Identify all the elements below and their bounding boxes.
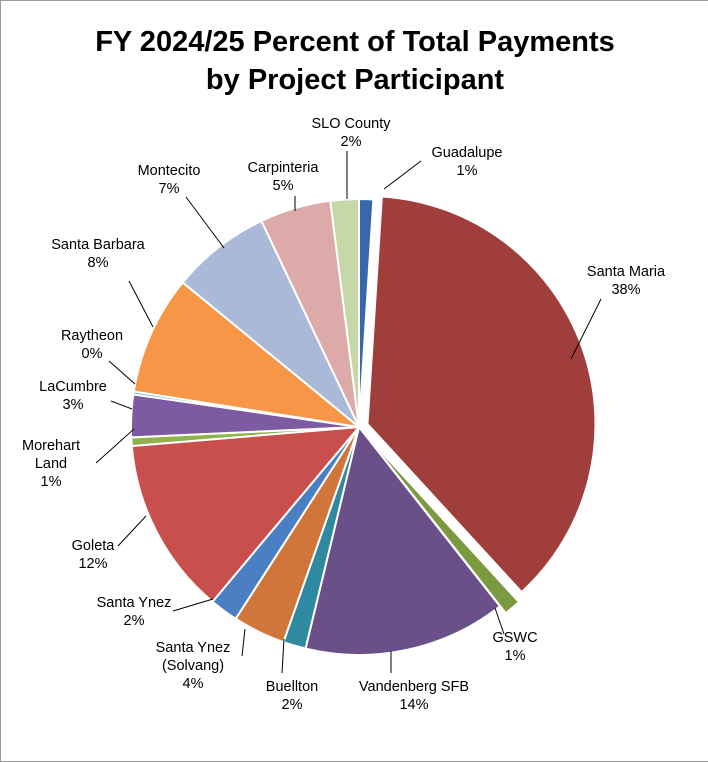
slice-label-line: GSWC [492,630,537,646]
leader-line-goleta [117,515,147,547]
pie-slice-slo-county [329,197,360,428]
leader-line-montecito [185,196,225,249]
slice-label-line: 7% [159,181,180,197]
slice-label-guadalupe: Guadalupe 1% [432,145,503,179]
chart-title-line-2: by Project Participant [205,64,505,96]
slice-label-line: 2% [282,697,303,713]
slice-label-line: SLO County [312,116,392,132]
slice-label-gswc: GSWC 1% [492,630,537,664]
slice-label-line: LaCumbre [39,379,107,395]
slice-label-line: 1% [457,163,478,179]
slice-label-line: 2% [124,613,145,629]
slice-label-santa-barbara: Santa Barbara 8% [51,237,145,271]
slice-label-line: 2% [341,134,362,150]
pie-slice-goleta [130,425,362,604]
slice-label-santa-maria: Santa Maria 38% [587,264,666,298]
pie-slice-gswc [364,433,521,615]
slice-label-line: 0% [82,346,103,362]
slice-label-line: 38% [611,282,640,298]
slice-label-line: 14% [399,697,428,713]
pie-slice-santa-barbara [132,281,363,429]
slice-label-line: Raytheon [61,328,123,344]
pie-slice-montecito [181,219,360,428]
leader-line-santa-ynez-solvang [241,628,246,657]
slice-label-line: (Solvang) [162,658,224,674]
leader-line-gswc [494,607,505,635]
leader-line-santa-maria [570,298,602,360]
pie-slice-vandenberg-sfb [304,424,502,656]
slice-label-line: Morehart [22,438,80,454]
slice-label-santa-ynez-solvang: Santa Ynez (Solvang) 4% [156,640,231,692]
slice-label-line: Montecito [138,163,201,179]
leader-line-lacumbre [110,400,133,410]
slice-label-line: Guadalupe [432,145,503,161]
slice-label-line: Carpinteria [248,160,320,176]
slice-label-line: 1% [505,648,526,664]
slice-label-buellton: Buellton 2% [266,679,318,713]
chart-title: FY 2024/25 Percent of Total Payments by … [1,23,708,99]
slice-label-raytheon: Raytheon 0% [61,328,123,362]
leader-line-raytheon [108,360,136,385]
chart-title-line-1: FY 2024/25 Percent of Total Payments [95,26,615,58]
slice-label-line: Goleta [72,538,116,554]
slice-label-line: Santa Maria [587,264,666,280]
slice-label-line: 4% [183,676,204,692]
slice-label-morehart-land: Morehart Land 1% [22,438,80,490]
slice-label-lacumbre: LaCumbre 3% [39,379,107,413]
slice-label-line: Buellton [266,679,318,695]
slice-label-line: 12% [78,556,107,572]
slice-label-line: Land [35,456,67,472]
slice-label-line: Santa Ynez [156,640,231,656]
slice-label-line: Vandenberg SFB [359,679,469,695]
slice-label-line: 8% [88,255,109,271]
pie-slice-santa-maria [366,195,597,594]
slice-label-vandenberg-sfb: Vandenberg SFB 14% [359,679,469,713]
slice-label-santa-ynez: Santa Ynez 2% [97,595,172,629]
leader-line-morehart-land [95,428,135,464]
leader-line-buellton [281,638,285,674]
slice-label-montecito: Montecito 7% [138,163,201,197]
slice-label-goleta: Goleta 12% [72,538,116,572]
slice-label-line: Santa Barbara [51,237,145,253]
slice-label-line: 3% [63,397,84,413]
leader-line-santa-ynez [172,598,214,612]
leader-line-santa-barbara [128,280,154,328]
slice-label-slo-county: SLO County 2% [312,116,392,150]
slice-label-line: 1% [41,474,62,490]
slice-label-carpinteria: Carpinteria 5% [248,160,320,194]
slice-label-line: Santa Ynez [97,595,172,611]
slice-label-line: 5% [273,178,294,194]
leader-line-guadalupe [383,160,422,190]
